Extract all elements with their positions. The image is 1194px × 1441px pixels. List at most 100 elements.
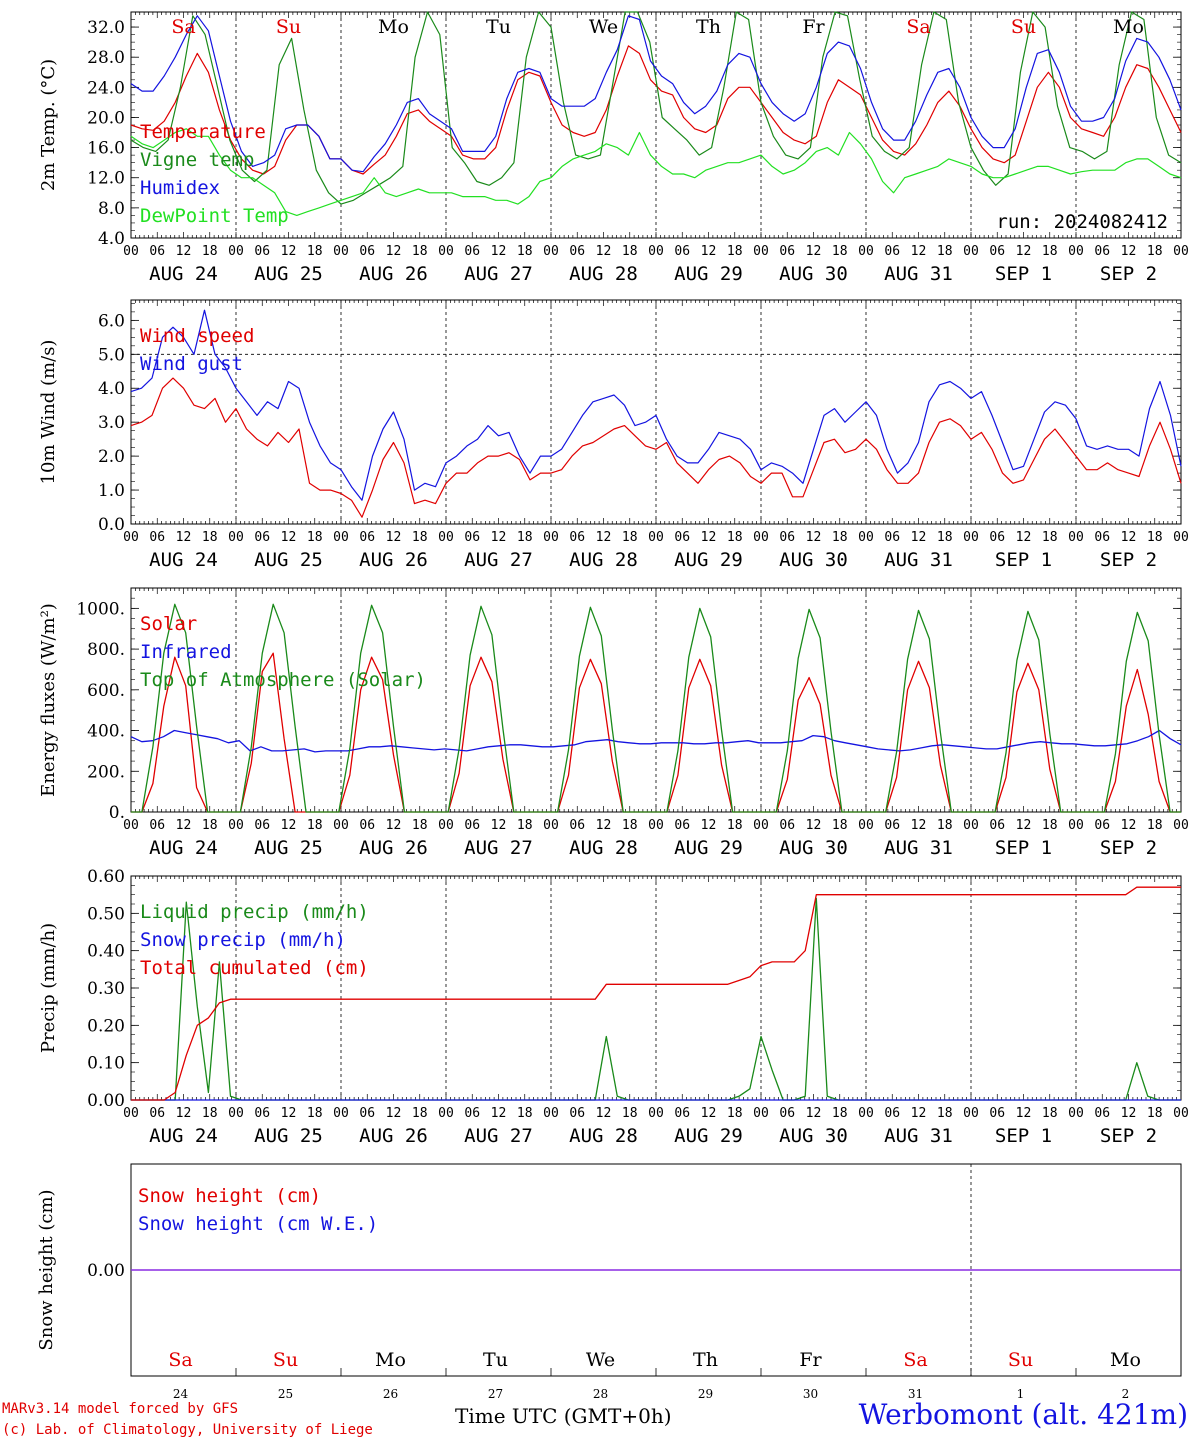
panel-3-frame xyxy=(130,587,1182,813)
x-day-label: SEP 1 xyxy=(995,263,1052,285)
x-hour-label: 12 xyxy=(176,1106,192,1121)
y-tick-label: 3.0 xyxy=(98,413,125,433)
x-hour-label: 00 xyxy=(228,244,244,259)
x-hour-label: 12 xyxy=(701,244,717,259)
x-hour-label: 18 xyxy=(727,818,743,833)
x-day-label: AUG 30 xyxy=(779,263,848,285)
x-hour-label: 00 xyxy=(858,1106,874,1121)
x-hour-label: 18 xyxy=(1042,530,1058,545)
x-day-label: AUG 29 xyxy=(674,837,743,859)
x-hour-label: 00 xyxy=(228,818,244,833)
x-day-label: AUG 26 xyxy=(359,837,428,859)
y-tick-label: 600. xyxy=(87,681,125,701)
x-hour-label: 00 xyxy=(543,244,559,259)
weekday-label: We xyxy=(589,16,618,38)
weekday-label: Fr xyxy=(799,1349,822,1371)
x-hour-label: 12 xyxy=(281,244,297,259)
series-humidex xyxy=(130,15,1182,173)
x-hour-label: 18 xyxy=(307,1106,323,1121)
x-hour-label: 00 xyxy=(963,1106,979,1121)
day-number-label: 25 xyxy=(278,1387,293,1400)
legend-entry: Snow height (cm W.E.) xyxy=(138,1213,378,1235)
x-hour-label: 12 xyxy=(806,1106,822,1121)
x-hour-label: 06 xyxy=(359,244,375,259)
x-hour-label: 06 xyxy=(779,818,795,833)
x-hour-label: 18 xyxy=(412,1106,428,1121)
legend-entry: Infrared xyxy=(140,641,232,663)
x-hour-label: 12 xyxy=(596,818,612,833)
x-day-label: AUG 30 xyxy=(779,1125,848,1147)
x-hour-label: 06 xyxy=(149,818,165,833)
x-hour-label: 06 xyxy=(1094,1106,1110,1121)
x-day-label: AUG 27 xyxy=(464,1125,533,1147)
panel-3-ylabel: Energy fluxes (W/m²) xyxy=(38,603,59,797)
x-hour-label: 06 xyxy=(149,244,165,259)
x-hour-label: 18 xyxy=(1147,818,1163,833)
panel-2-frame xyxy=(130,299,1182,525)
x-hour-label: 00 xyxy=(963,244,979,259)
x-hour-label: 00 xyxy=(648,1106,664,1121)
y-tick-label: 32.0 xyxy=(87,18,125,38)
y-tick-label: 20.0 xyxy=(87,108,125,128)
weekday-label: Su xyxy=(1008,1349,1033,1371)
day-number-label: 2 xyxy=(1122,1387,1130,1400)
weekday-label: Th xyxy=(696,16,721,38)
x-hour-label: 18 xyxy=(517,1106,533,1121)
y-tick-label: 0.40 xyxy=(87,942,125,962)
x-hour-label: 12 xyxy=(911,1106,927,1121)
x-hour-label: 12 xyxy=(176,818,192,833)
legend-entry: Snow precip (mm/h) xyxy=(140,929,346,951)
day-number-label: 1 xyxy=(1017,1387,1025,1400)
x-hour-label: 06 xyxy=(569,244,585,259)
x-hour-label: 00 xyxy=(123,530,139,545)
legend-entry: Wind gust xyxy=(140,353,243,375)
x-hour-label: 06 xyxy=(254,1106,270,1121)
x-hour-label: 06 xyxy=(569,530,585,545)
x-hour-label: 12 xyxy=(806,818,822,833)
x-hour-label: 12 xyxy=(281,818,297,833)
station-name: Werbomont (alt. 421m) xyxy=(858,1398,1188,1431)
weekday-label: Tu xyxy=(483,1349,508,1371)
y-tick-label: 0. xyxy=(109,803,125,823)
x-hour-label: 00 xyxy=(858,244,874,259)
x-day-label: AUG 31 xyxy=(884,263,953,285)
day-number-label: 30 xyxy=(803,1387,818,1400)
y-tick-label: 400. xyxy=(87,722,125,742)
x-day-label: AUG 29 xyxy=(674,549,743,571)
series-dewpoint-temp xyxy=(130,128,1182,216)
x-day-label: SEP 2 xyxy=(1100,1125,1157,1147)
x-hour-label: 18 xyxy=(202,1106,218,1121)
x-hour-label: 00 xyxy=(963,530,979,545)
x-hour-label: 00 xyxy=(333,530,349,545)
y-tick-label: 0.60 xyxy=(87,867,125,887)
x-day-label: AUG 24 xyxy=(149,263,218,285)
x-hour-label: 06 xyxy=(359,818,375,833)
x-hour-label: 18 xyxy=(517,244,533,259)
x-hour-label: 12 xyxy=(596,530,612,545)
x-day-label: AUG 26 xyxy=(359,263,428,285)
x-hour-label: 18 xyxy=(622,530,638,545)
x-hour-label: 06 xyxy=(1094,244,1110,259)
x-hour-label: 18 xyxy=(937,818,953,833)
x-day-label: SEP 1 xyxy=(995,1125,1052,1147)
x-hour-label: 00 xyxy=(1173,530,1189,545)
time-axis-label: Time UTC (GMT+0h) xyxy=(455,1404,672,1428)
x-hour-label: 06 xyxy=(674,818,690,833)
weekday-label: Mo xyxy=(1110,1349,1141,1371)
y-tick-label: 4.0 xyxy=(98,229,125,249)
x-hour-label: 12 xyxy=(1121,818,1137,833)
x-day-label: AUG 25 xyxy=(254,837,323,859)
weekday-label: Sa xyxy=(903,1349,927,1371)
series-infrared xyxy=(130,729,1182,753)
x-hour-label: 18 xyxy=(937,530,953,545)
x-hour-label: 06 xyxy=(989,244,1005,259)
y-tick-label: 0.20 xyxy=(87,1016,125,1036)
x-hour-label: 18 xyxy=(517,530,533,545)
x-day-label: AUG 28 xyxy=(569,263,638,285)
series-total-cumulated-cm- xyxy=(131,886,1181,1101)
x-hour-label: 06 xyxy=(569,1106,585,1121)
x-hour-label: 18 xyxy=(412,530,428,545)
x-hour-label: 18 xyxy=(307,244,323,259)
x-hour-label: 12 xyxy=(911,818,927,833)
x-hour-label: 06 xyxy=(359,1106,375,1121)
